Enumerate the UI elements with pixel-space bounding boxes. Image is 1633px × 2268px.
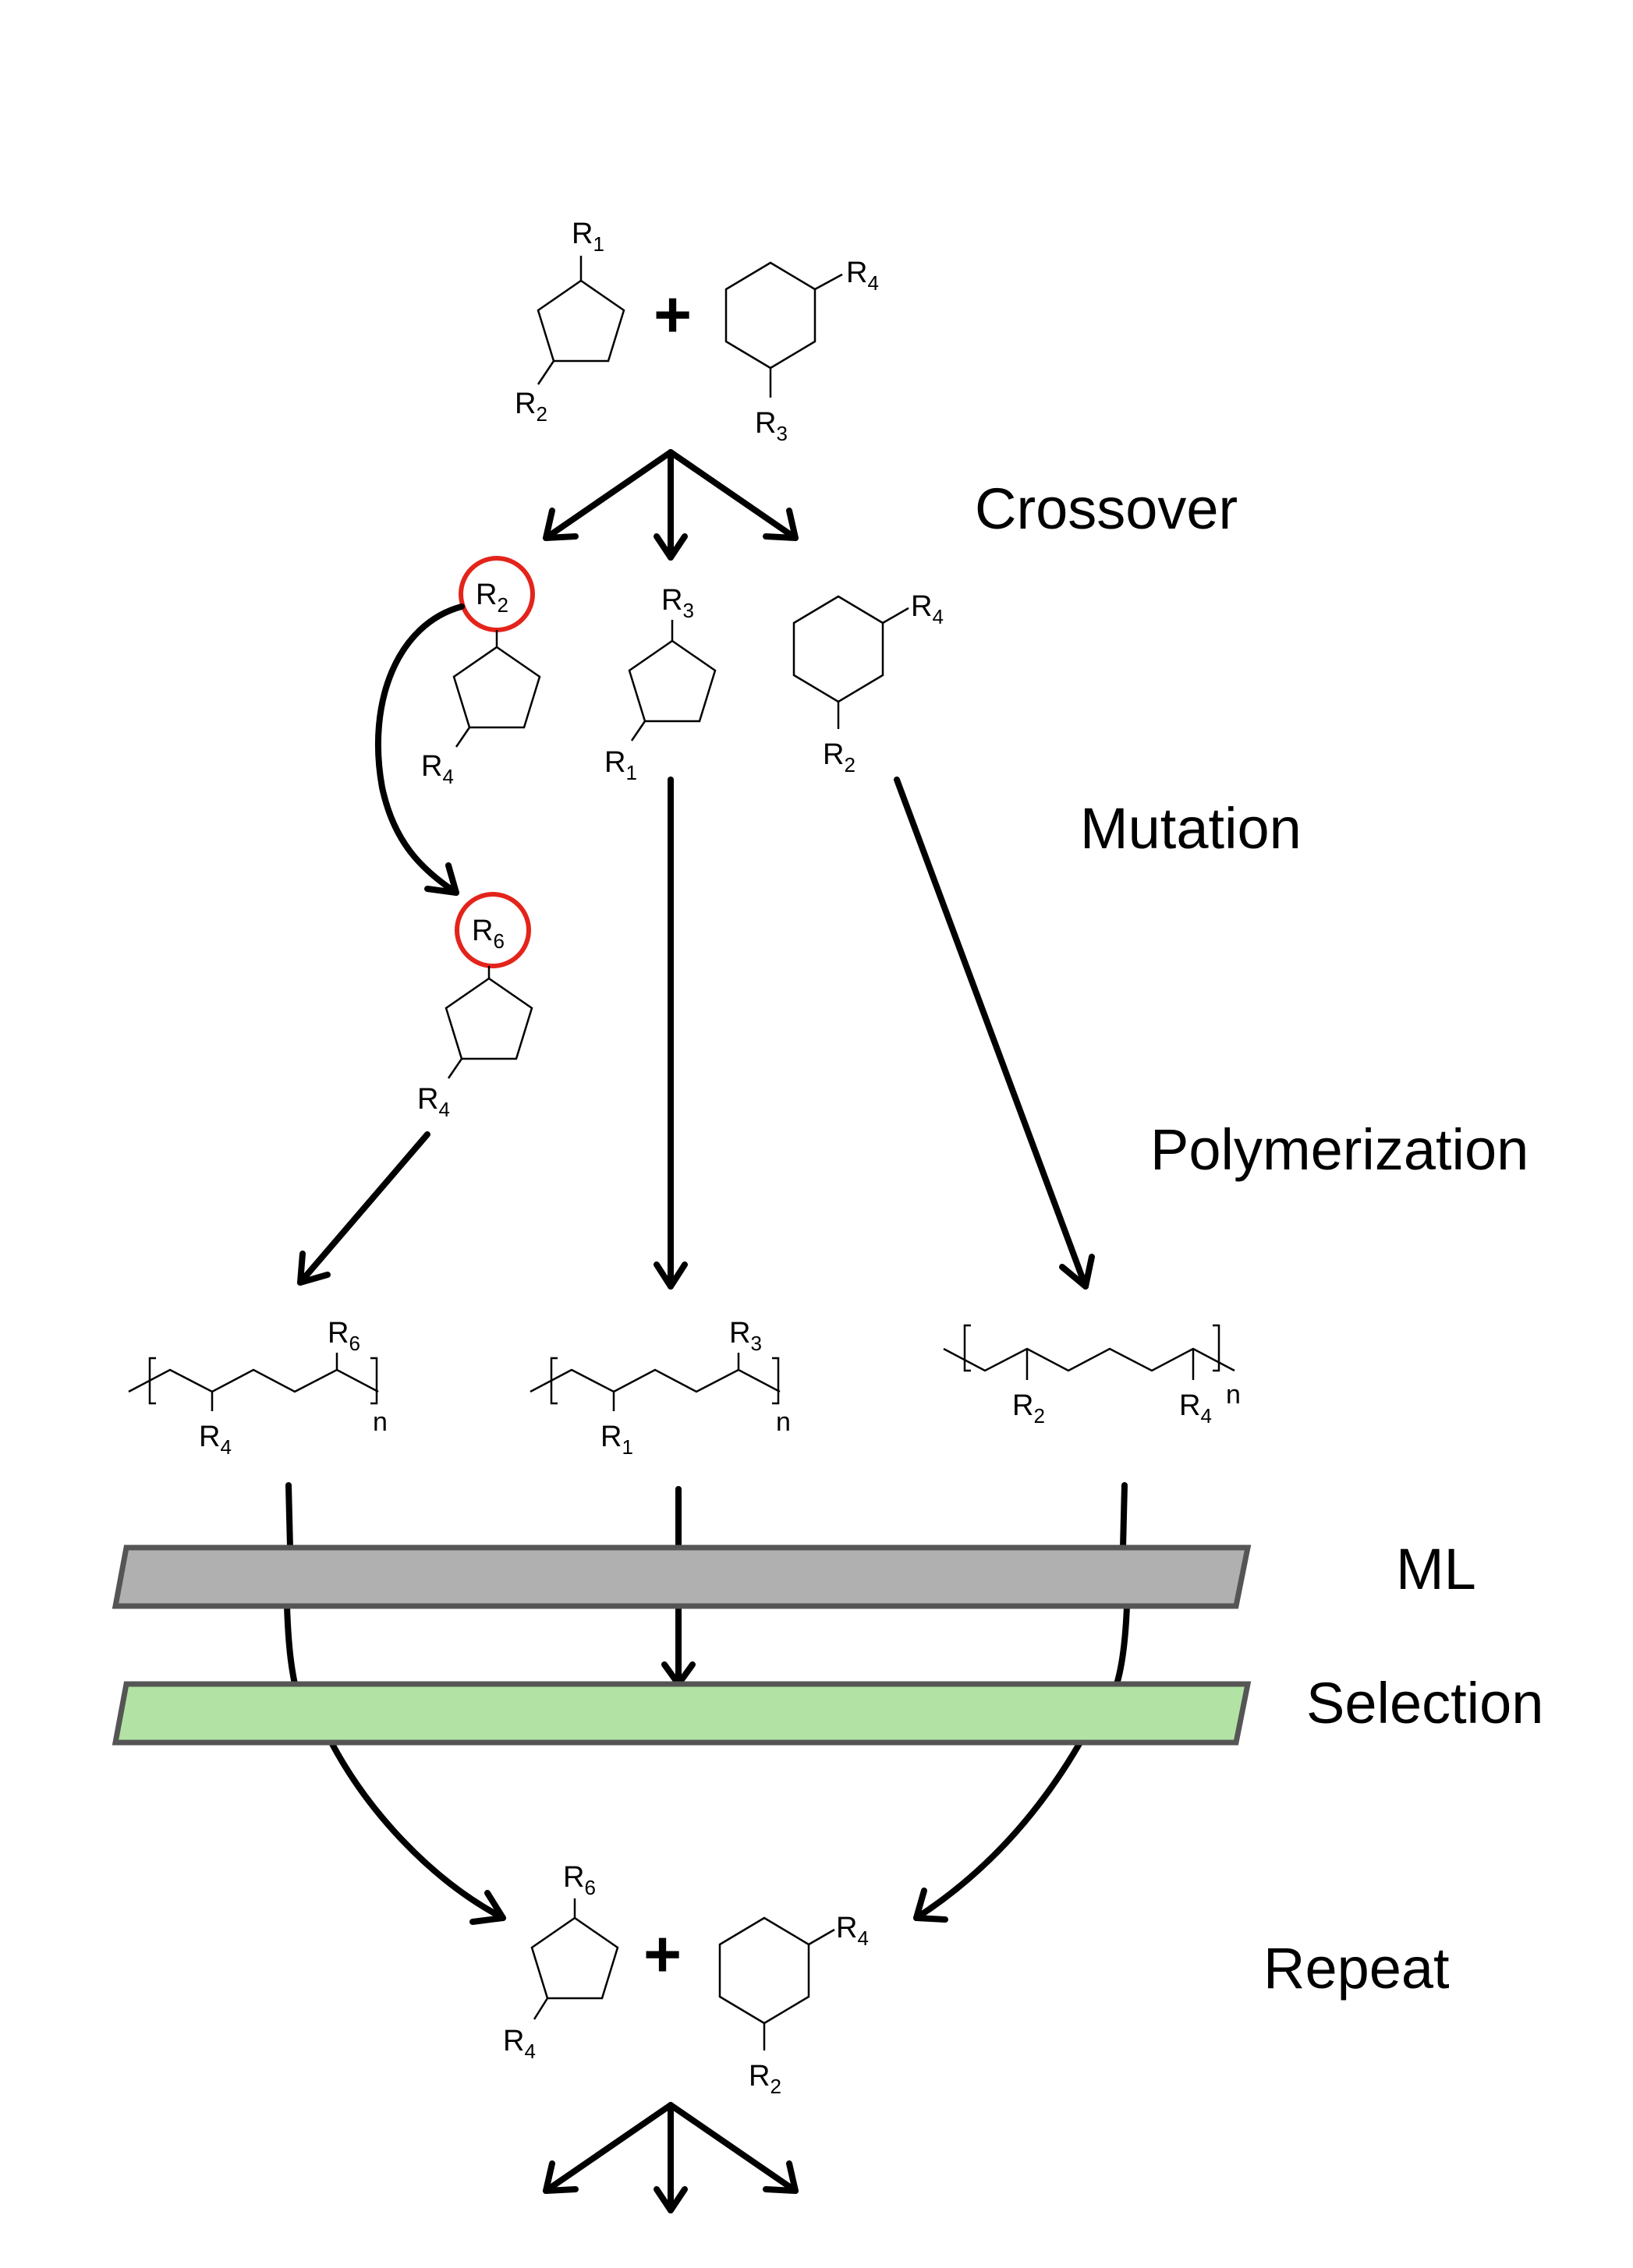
- label-r4: R4: [503, 2025, 536, 2063]
- polymerization-arrows: [297, 777, 1095, 1290]
- label-r2: R2: [476, 578, 508, 617]
- child-3-molecule: R4 R2: [792, 590, 944, 777]
- label-r1: R1: [600, 1421, 633, 1459]
- stage-repeat: Repeat: [1263, 1936, 1450, 2001]
- child-2-molecule: R3 R1: [604, 584, 717, 784]
- parent-cyclohexane: R4 R3: [724, 257, 879, 445]
- label-r4: R4: [846, 257, 879, 295]
- crossover-arrows: [543, 449, 799, 561]
- stage-mutation: Mutation: [1080, 796, 1302, 861]
- label-r4: R4: [199, 1421, 232, 1459]
- label-r2: R2: [515, 387, 547, 426]
- plus-sign-top: +: [654, 278, 692, 351]
- polymer-3: R2 R4 n: [943, 1324, 1241, 1428]
- label-r4: R4: [911, 590, 944, 628]
- label-r6: R6: [328, 1317, 360, 1355]
- child-1-molecule: R2 R4: [421, 556, 541, 788]
- label-r1: R1: [572, 218, 604, 256]
- label-r4: R4: [421, 750, 454, 788]
- stage-selection: Selection: [1306, 1671, 1543, 1735]
- label-r3: R3: [755, 407, 788, 445]
- plus-sign-repeat: +: [643, 1917, 682, 1990]
- label-r3: R3: [729, 1317, 762, 1355]
- label-r6: R6: [472, 915, 505, 953]
- label-r1: R1: [604, 746, 637, 784]
- label-r4: R4: [1179, 1389, 1212, 1428]
- label-r2: R2: [749, 2060, 781, 2098]
- label-r3: R3: [661, 584, 694, 622]
- repeat-cyclohexane: R4 R2: [718, 1912, 869, 2098]
- repeat-arrows: [543, 2102, 799, 2213]
- label-r2: R2: [1012, 1389, 1045, 1428]
- label-r4: R4: [836, 1912, 869, 1950]
- repeat-unit-n: n: [776, 1407, 791, 1437]
- mutation-arrow: [374, 603, 465, 896]
- stage-ml: ML: [1396, 1537, 1476, 1601]
- parent-cyclopentane: R1 R2: [515, 218, 625, 426]
- label-r2: R2: [823, 738, 855, 777]
- label-r4: R4: [417, 1083, 450, 1121]
- ml-bar: [112, 1544, 1252, 1609]
- polymer-1: R6 R4 n: [128, 1317, 388, 1459]
- label-r6: R6: [563, 1861, 596, 1899]
- repeat-cyclopentane: R6 R4: [503, 1861, 619, 2063]
- stage-polymerization: Polymerization: [1150, 1117, 1529, 1182]
- mutated-molecule: R6 R4: [417, 892, 533, 1121]
- polymer-2: R3 R1 n: [530, 1317, 791, 1459]
- mutation-highlight-r6: [455, 892, 531, 968]
- repeat-unit-n: n: [1226, 1380, 1241, 1410]
- selection-bar: [112, 1681, 1252, 1746]
- repeat-unit-n: n: [373, 1407, 388, 1437]
- stage-crossover: Crossover: [975, 476, 1238, 541]
- flow-lines: [284, 1482, 1130, 1925]
